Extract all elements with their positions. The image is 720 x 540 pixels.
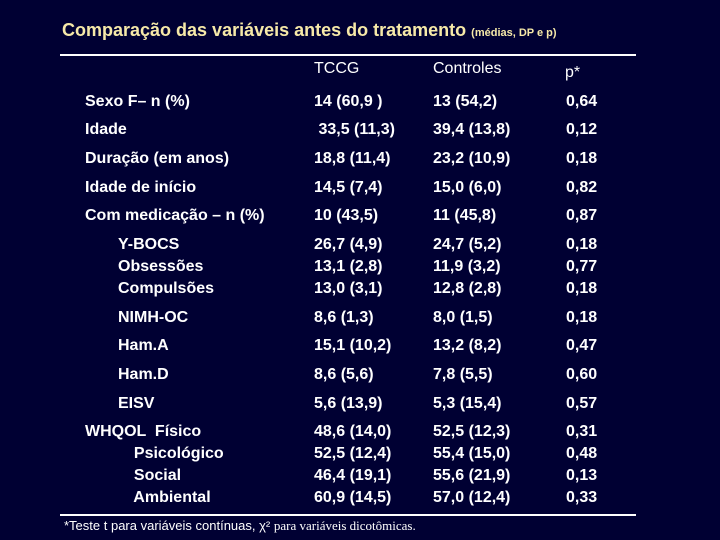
row-value-tccg: 33,5 (11,3) bbox=[314, 121, 395, 138]
row-value-tccg: 26,7 (4,9) 13,1 (2,8) 13,0 (3,1) bbox=[314, 236, 383, 297]
row-label: EISV bbox=[118, 395, 155, 412]
row-value-tccg: 8,6 (5,6) bbox=[314, 366, 374, 383]
row-value-tccg: 48,6 (14,0) 52,5 (12,4) 46,4 (19,1) 60,9… bbox=[314, 423, 392, 506]
row-value-p: 0,18 0,77 0,18 bbox=[566, 236, 598, 297]
row-value-p: 0,31 0,48 0,13 0,33 bbox=[566, 423, 598, 506]
row-value-controles: 23,2 (10,9) bbox=[433, 150, 511, 167]
row-value-p: 0,64 bbox=[566, 93, 598, 110]
row-value-tccg: 5,6 (13,9) bbox=[314, 395, 383, 412]
row-label: Ham.D bbox=[118, 366, 169, 383]
row-value-controles: 52,5 (12,3) 55,4 (15,0) 55,6 (21,9) 57,0… bbox=[433, 423, 511, 506]
row-value-tccg: 14 (60,9 ) bbox=[314, 93, 383, 110]
row-value-tccg: 18,8 (11,4) bbox=[314, 150, 391, 167]
row-label: Idade bbox=[85, 121, 127, 138]
row-value-p: 0,12 bbox=[566, 121, 598, 138]
table-bottom-rule bbox=[60, 514, 636, 516]
row-value-p: 0,60 bbox=[566, 366, 598, 383]
row-value-tccg: 8,6 (1,3) bbox=[314, 309, 374, 326]
row-value-controles: 8,0 (1,5) bbox=[433, 309, 493, 326]
row-value-controles: 5,3 (15,4) bbox=[433, 395, 502, 412]
title-subtitle: (médias, DP e p) bbox=[471, 27, 557, 39]
row-label: Ham.A bbox=[118, 337, 169, 354]
row-value-p: 0,47 bbox=[566, 337, 598, 354]
header-tccg: TCCG bbox=[314, 60, 360, 77]
row-value-p: 0,57 bbox=[566, 395, 598, 412]
footnote-text: *Teste t para variáveis contínuas, χ² bbox=[64, 518, 274, 533]
row-value-tccg: 14,5 (7,4) bbox=[314, 179, 383, 196]
row-value-tccg: 10 (43,5) bbox=[314, 207, 379, 224]
row-label: Idade de início bbox=[85, 179, 197, 196]
footnote: *Teste t para variáveis contínuas, χ² pa… bbox=[64, 518, 416, 534]
row-value-controles: 39,4 (13,8) bbox=[433, 121, 511, 138]
row-label: Sexo F– n (%) bbox=[85, 93, 190, 110]
row-value-p: 0,82 bbox=[566, 179, 598, 196]
row-value-controles: 7,8 (5,5) bbox=[433, 366, 493, 383]
row-label: NIMH-OC bbox=[118, 309, 189, 326]
row-label: Y-BOCS Obsessões Compulsões bbox=[118, 236, 215, 297]
row-value-p: 0,87 bbox=[566, 207, 598, 224]
row-label: Com medicação – n (%) bbox=[85, 207, 265, 224]
row-value-controles: 13 (54,2) bbox=[433, 93, 498, 110]
row-value-controles: 13,2 (8,2) bbox=[433, 337, 502, 354]
table-top-rule bbox=[60, 54, 636, 56]
row-value-controles: 11 (45,8) bbox=[433, 207, 497, 224]
header-p: p* bbox=[565, 64, 581, 81]
header-controles: Controles bbox=[433, 60, 502, 77]
slide-title: Comparação das variáveis antes do tratam… bbox=[62, 20, 557, 41]
row-value-p: 0,18 bbox=[566, 309, 598, 326]
row-label: Duração (em anos) bbox=[85, 150, 230, 167]
row-value-p: 0,18 bbox=[566, 150, 598, 167]
footnote-text-serif: para variáveis dicotômicas. bbox=[273, 518, 416, 533]
row-value-controles: 24,7 (5,2) 11,9 (3,2) 12,8 (2,8) bbox=[433, 236, 502, 297]
row-label: WHQOL Físico Psicológico Social Ambienta… bbox=[85, 423, 224, 506]
row-value-controles: 15,0 (6,0) bbox=[433, 179, 502, 196]
title-main: Comparação das variáveis antes do tratam… bbox=[62, 20, 467, 40]
row-value-tccg: 15,1 (10,2) bbox=[314, 337, 392, 354]
